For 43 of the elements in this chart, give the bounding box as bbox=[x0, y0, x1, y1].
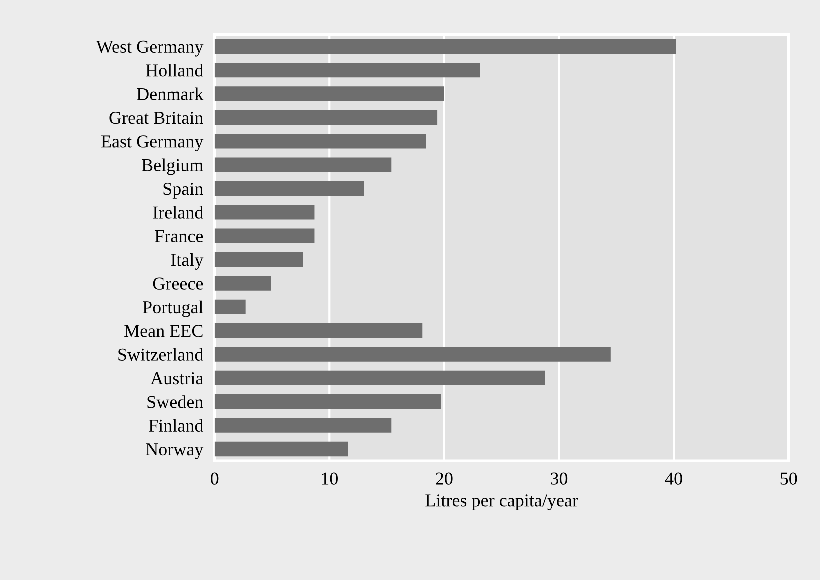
y-tick-label: West Germany bbox=[96, 40, 204, 57]
bar bbox=[214, 181, 364, 196]
bar bbox=[214, 86, 444, 102]
bar bbox=[214, 276, 272, 291]
y-tick-label: Spain bbox=[164, 183, 204, 199]
bar bbox=[214, 110, 438, 126]
bar bbox=[214, 62, 480, 78]
bar bbox=[214, 134, 426, 149]
y-tick-label: Ireland bbox=[153, 206, 204, 219]
y-tick-label: Austria bbox=[150, 372, 204, 385]
bar bbox=[214, 228, 315, 244]
x-tick-label: 50 bbox=[780, 472, 798, 485]
x-axis-title: Litres per capita/year bbox=[426, 494, 578, 511]
y-tick-label: Italy bbox=[171, 254, 204, 270]
bar bbox=[214, 324, 423, 338]
y-tick-label: Great Britain bbox=[110, 112, 204, 124]
bar bbox=[214, 347, 611, 362]
y-tick-label: Switzerland bbox=[118, 348, 204, 361]
bar bbox=[214, 205, 315, 220]
bar bbox=[214, 370, 546, 386]
y-tick-label: France bbox=[155, 230, 204, 243]
y-tick-label: Denmark bbox=[137, 88, 204, 100]
x-tick-label: 30 bbox=[551, 472, 568, 485]
y-tick-label: Sweden bbox=[148, 396, 204, 408]
bar bbox=[214, 158, 392, 172]
y-tick-label: Greece bbox=[153, 278, 204, 290]
bar bbox=[214, 442, 348, 457]
x-tick-label: 0 bbox=[211, 472, 219, 485]
y-tick-label: Mean EEC bbox=[124, 325, 203, 338]
bar bbox=[214, 252, 304, 268]
y-tick-label: Norway bbox=[146, 444, 204, 460]
bar bbox=[214, 300, 246, 314]
x-tick-label: 20 bbox=[436, 472, 453, 485]
x-tick-label: 40 bbox=[665, 472, 682, 485]
y-tick-label: Holland bbox=[146, 64, 204, 77]
bar bbox=[214, 39, 676, 54]
y-tick-label: East Germany bbox=[101, 136, 204, 152]
x-tick-label: 10 bbox=[322, 472, 338, 485]
bar bbox=[214, 394, 441, 410]
bar bbox=[214, 418, 392, 433]
y-tick-label: Belgium bbox=[142, 158, 204, 176]
y-tick-label: Portugal bbox=[143, 300, 204, 318]
y-tick-label: Finland bbox=[149, 419, 204, 432]
